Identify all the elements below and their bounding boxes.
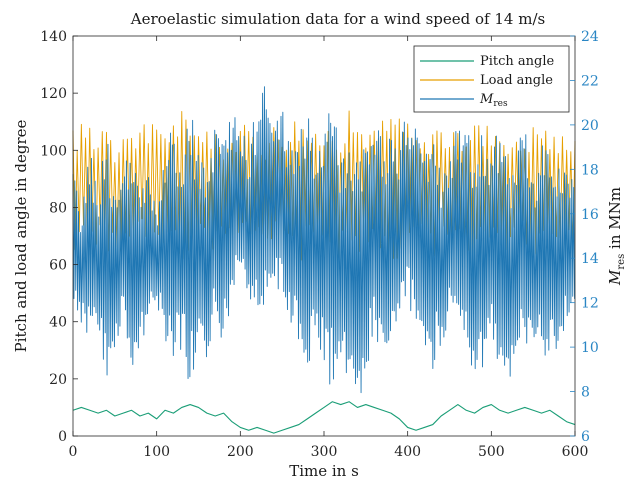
y-right-tick-label: 8 (581, 385, 590, 401)
y-right-tick-label: 16 (581, 207, 599, 223)
chart-title: Aeroelastic simulation data for a wind s… (130, 10, 545, 28)
y-axis-right-label-main: M (606, 269, 624, 286)
y-right-tick-label: 24 (581, 29, 599, 45)
y-axis-left: 0 20 40 60 80 100 120 140 (40, 29, 78, 445)
y-axis-right-label-unit: in MNm (606, 187, 624, 254)
y-left-tick-label: 100 (40, 143, 67, 159)
y-right-tick-label: 22 (581, 73, 599, 89)
x-tick-label: 300 (311, 444, 338, 460)
y-axis-right-label: Mres in MNm (606, 187, 627, 286)
x-tick-label: 0 (69, 444, 78, 460)
x-axis: 0 100 200 300 400 500 600 (69, 36, 589, 460)
x-tick-label: 100 (143, 444, 170, 460)
legend: Pitch angle Load angle Mres (413, 45, 570, 113)
series-line-pitch-angle (72, 401, 576, 434)
y-left-tick-label: 20 (49, 372, 67, 388)
y-right-tick-label: 12 (581, 296, 599, 312)
x-tick-label: 600 (562, 444, 589, 460)
legend-label-load: Load angle (480, 73, 553, 88)
x-tick-label: 200 (227, 444, 254, 460)
legend-label-mres-sub: res (493, 99, 508, 109)
x-tick-label: 400 (394, 444, 421, 460)
y-left-tick-label: 140 (40, 29, 67, 45)
legend-label-mres: Mres (479, 92, 508, 109)
legend-label-pitch: Pitch angle (480, 54, 555, 69)
y-left-tick-label: 80 (49, 200, 67, 216)
y-right-tick-label: 6 (581, 429, 590, 445)
y-right-tick-label: 14 (581, 251, 599, 267)
y-left-tick-label: 40 (49, 315, 67, 331)
series-line-mres (72, 86, 576, 394)
legend-label-mres-main: M (479, 92, 494, 107)
x-tick-label: 500 (478, 444, 505, 460)
y-axis-right-label-sub: res (616, 254, 627, 270)
y-right-tick-label: 20 (581, 118, 599, 134)
series-line-load-angle (72, 110, 576, 261)
y-left-tick-label: 0 (58, 429, 67, 445)
x-axis-label: Time in s (289, 462, 359, 480)
y-axis-right: 6 8 10 12 14 16 18 20 22 24 (570, 29, 599, 445)
y-axis-left-label: Pitch and load angle in degree (12, 120, 30, 353)
y-left-tick-label: 120 (40, 86, 67, 102)
plot-area (72, 86, 576, 434)
legend-box (413, 45, 570, 113)
y-right-tick-label: 10 (581, 340, 599, 356)
y-right-tick-label: 18 (581, 162, 599, 178)
y-left-tick-label: 60 (49, 258, 67, 274)
